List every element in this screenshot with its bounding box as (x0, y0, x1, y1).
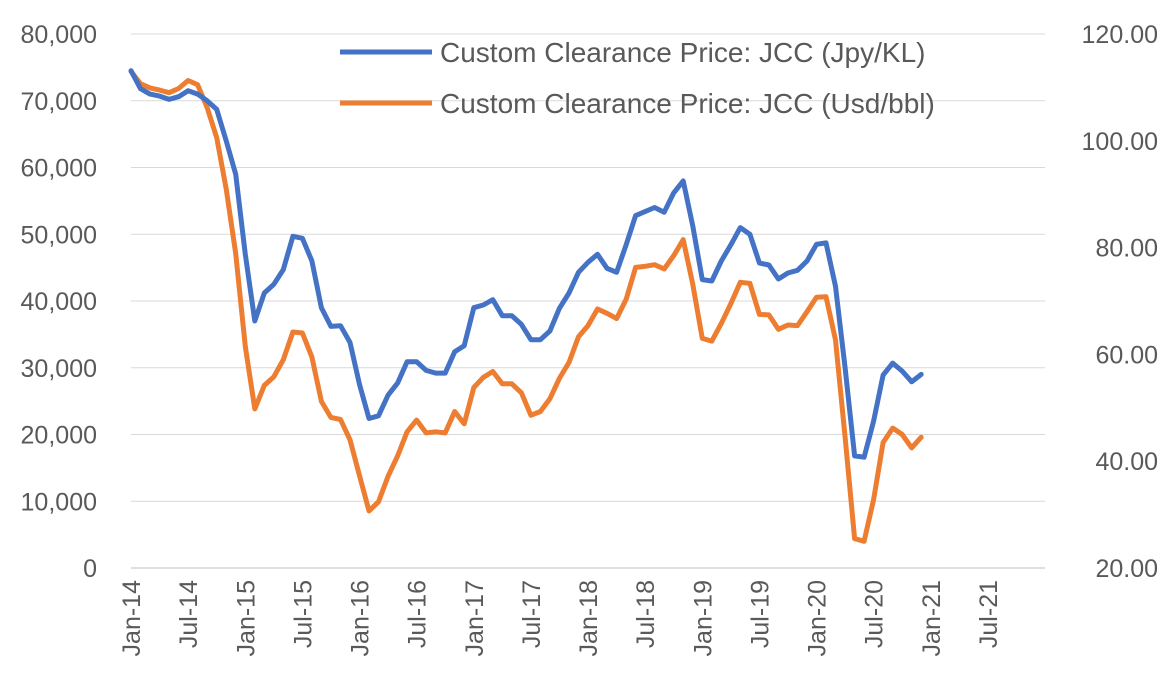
left-tick-label: 70,000 (21, 88, 97, 116)
x-tick-label: Jan-15 (232, 580, 260, 656)
right-y-axis: 20.00 40.00 60.00 80.00 100.00 120.00 (1082, 21, 1158, 583)
x-tick-label: Jul-14 (175, 580, 203, 648)
left-tick-label: 10,000 (21, 488, 97, 516)
x-tick-label: Jan-19 (689, 580, 717, 656)
left-tick-label: 80,000 (21, 21, 97, 49)
series-line-usd (128, 68, 924, 544)
left-tick-label: 60,000 (21, 155, 97, 183)
right-tick-label: 20.00 (1095, 555, 1158, 583)
x-tick-label: Jan-17 (461, 580, 489, 656)
left-tick-label: 20,000 (21, 422, 97, 450)
x-tick-label: Jul-16 (404, 580, 432, 648)
right-tick-label: 100.00 (1082, 128, 1158, 156)
legend: Custom Clearance Price: JCC (Jpy/KL) Cus… (340, 37, 935, 119)
x-tick-label: Jan-21 (918, 580, 946, 656)
right-tick-label: 60.00 (1095, 341, 1158, 369)
x-tick-label: Jul-15 (289, 580, 317, 648)
legend-label-usd: Custom Clearance Price: JCC (Usd/bbl) (440, 88, 935, 119)
x-tick-label: Jan-20 (804, 580, 832, 656)
x-tick-label: Jan-18 (575, 580, 603, 656)
series-line-jpy (128, 68, 924, 460)
left-y-axis: 0 10,000 20,000 30,000 40,000 50,000 60,000 70,… (21, 21, 97, 583)
x-tick-label: Jul-17 (518, 580, 546, 648)
x-tick-label: Jul-18 (632, 580, 660, 648)
right-tick-label: 40.00 (1095, 448, 1158, 476)
x-tick-label: Jul-20 (861, 580, 889, 648)
legend-label-jpy: Custom Clearance Price: JCC (Jpy/KL) (440, 37, 925, 68)
x-tick-label: Jan-14 (118, 580, 146, 657)
right-tick-label: 80.00 (1095, 235, 1158, 263)
left-tick-label: 0 (83, 555, 97, 583)
x-tick-label: Jul-19 (746, 580, 774, 648)
x-axis: Jan-14 Jul-14 Jan-15 Jul-15 Jan-16 Jul-16 Jan-… (118, 580, 1003, 657)
left-tick-label: 40,000 (21, 288, 97, 316)
left-tick-label: 50,000 (21, 221, 97, 249)
right-tick-label: 120.00 (1082, 21, 1158, 49)
gridlines (131, 33, 1045, 569)
x-tick-label: Jul-21 (975, 580, 1003, 648)
series-layer (128, 68, 924, 544)
left-tick-label: 30,000 (21, 355, 97, 383)
x-tick-label: Jan-16 (347, 580, 375, 656)
